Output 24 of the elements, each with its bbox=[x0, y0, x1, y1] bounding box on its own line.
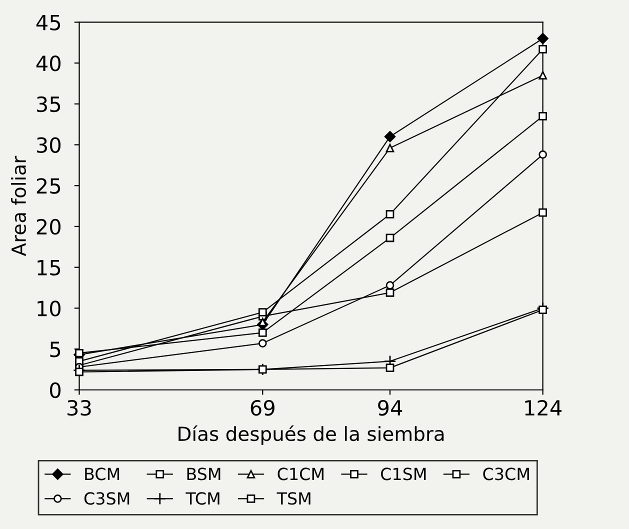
y-tick-label: 10 bbox=[38, 300, 61, 316]
x-axis-title: Días después de la siembra bbox=[178, 425, 444, 445]
y-tick-label: 45 bbox=[36, 14, 60, 30]
legend-label: BSM bbox=[187, 468, 220, 480]
y-tick-label: 30 bbox=[36, 137, 61, 153]
y-tick-label: 0 bbox=[50, 382, 61, 398]
legend-label: C1SM bbox=[381, 468, 426, 480]
legend-label: C1CM bbox=[278, 468, 324, 480]
x-tick-label: 124 bbox=[525, 400, 562, 416]
y-tick-label: 15 bbox=[38, 260, 60, 276]
y-tick-label: 20 bbox=[36, 218, 61, 235]
x-tick-label: 33 bbox=[68, 400, 91, 416]
x-tick-label: 69 bbox=[250, 400, 274, 416]
legend-label: C3SM bbox=[84, 492, 130, 505]
y-tick-label: 35 bbox=[36, 96, 60, 112]
legend-label: TSM bbox=[276, 492, 310, 505]
legend-label: TCM bbox=[186, 492, 220, 505]
y-axis-title: Area foliar bbox=[11, 156, 26, 256]
y-tick-label: 40 bbox=[36, 56, 61, 72]
x-tick-label: 94 bbox=[378, 400, 402, 416]
legend-label: BCM bbox=[85, 468, 120, 480]
y-tick-label: 25 bbox=[36, 178, 60, 194]
y-tick-label: 5 bbox=[50, 342, 60, 358]
legend-label: C3CM bbox=[483, 468, 529, 480]
